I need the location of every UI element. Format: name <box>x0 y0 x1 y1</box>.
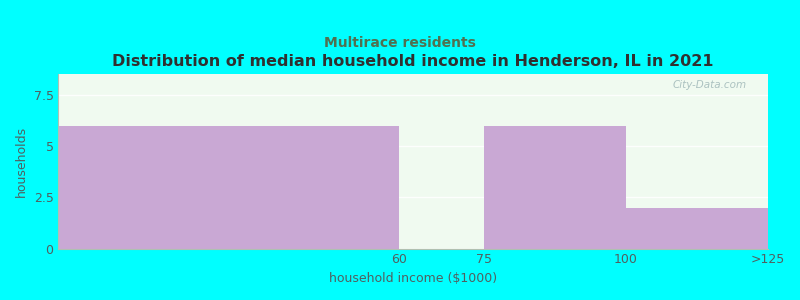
Text: City-Data.com: City-Data.com <box>673 80 746 90</box>
Bar <box>58 126 399 249</box>
Text: Multirace residents: Multirace residents <box>324 36 476 50</box>
X-axis label: household income ($1000): household income ($1000) <box>329 272 498 285</box>
Y-axis label: households: households <box>15 126 28 197</box>
Bar <box>484 126 626 249</box>
Title: Distribution of median household income in Henderson, IL in 2021: Distribution of median household income … <box>112 54 714 69</box>
Bar <box>626 208 768 249</box>
